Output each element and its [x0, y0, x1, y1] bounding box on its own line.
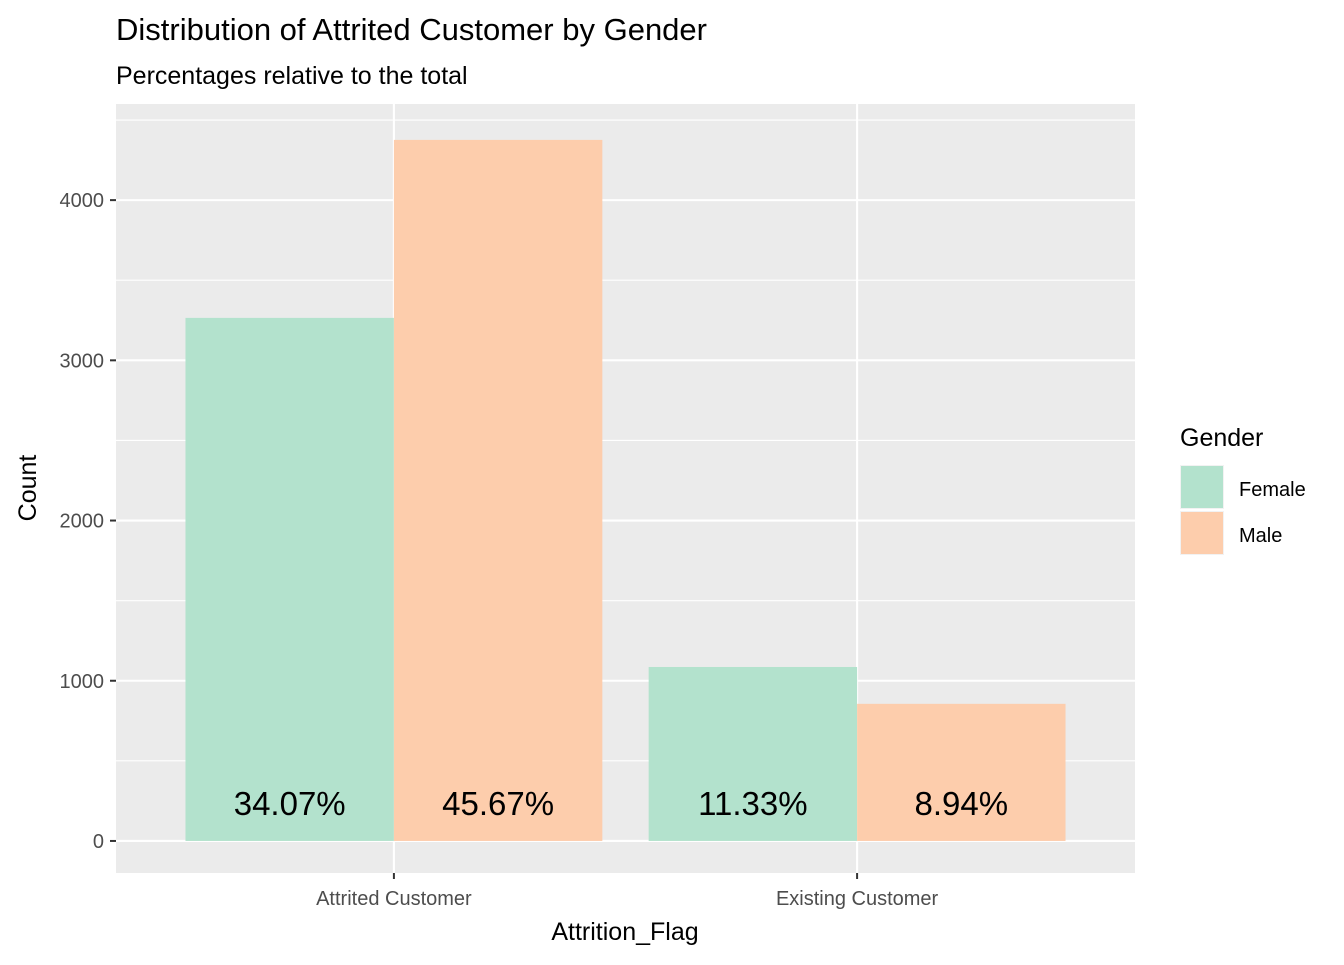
bar-data-label: 11.33%	[698, 785, 807, 822]
chart-title: Distribution of Attrited Customer by Gen…	[116, 12, 707, 47]
bar-male-1	[393, 139, 603, 841]
x-axis: Attrited Customer Existing Customer	[316, 873, 939, 910]
y-tick-label: 3000	[60, 350, 105, 372]
bar-labels: 34.07% 45.67% 11.33% 8.94%	[234, 785, 1008, 822]
legend-items: Female Male	[1180, 465, 1306, 555]
legend-label-male: Male	[1239, 525, 1282, 547]
chart-subtitle: Percentages relative to the total	[116, 62, 468, 90]
y-tick-label: 4000	[60, 190, 105, 212]
bar-data-label: 34.07%	[234, 785, 346, 822]
bar-male-2	[857, 703, 1066, 841]
x-axis-title: Attrition_Flag	[551, 918, 698, 946]
bar-data-label: 45.67%	[442, 785, 554, 822]
legend: Gender Female Male	[1180, 424, 1306, 555]
bar-female-1	[185, 317, 394, 841]
bars	[185, 139, 1066, 841]
legend-label-female: Female	[1239, 479, 1306, 501]
legend-swatch-female	[1181, 466, 1223, 508]
y-tick-label: 1000	[60, 671, 105, 693]
legend-title: Gender	[1180, 424, 1263, 452]
y-tick-label: 2000	[60, 511, 105, 533]
bar-female-2	[648, 666, 858, 841]
x-tick-label: Attrited Customer	[316, 888, 472, 910]
y-axis-title: Count	[14, 455, 42, 522]
bar-data-label: 8.94%	[915, 785, 1009, 822]
x-tick-label: Existing Customer	[776, 888, 939, 910]
y-axis: 0 1000 2000 3000 4000	[60, 190, 116, 853]
legend-swatch-male	[1181, 512, 1223, 554]
y-tick-label: 0	[93, 831, 104, 853]
